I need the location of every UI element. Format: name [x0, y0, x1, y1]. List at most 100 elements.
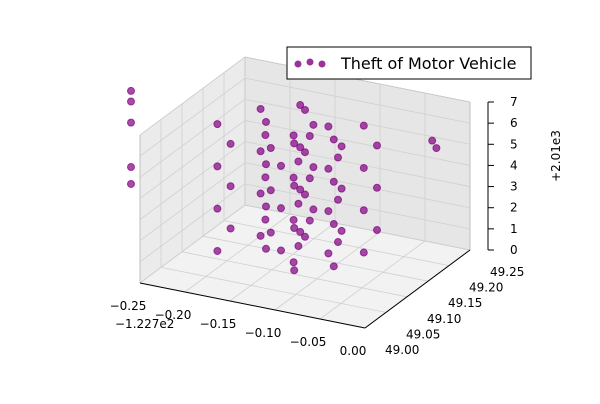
point	[324, 207, 333, 216]
point	[290, 181, 299, 190]
point	[337, 184, 346, 193]
point	[256, 147, 265, 156]
grid-line	[139, 120, 246, 199]
z-tick-label: 7	[510, 95, 518, 109]
point	[277, 246, 285, 255]
point	[256, 231, 265, 240]
y-tick-label: 49.15	[448, 296, 482, 310]
point	[309, 163, 318, 172]
point	[428, 136, 437, 145]
point	[334, 195, 342, 204]
point	[261, 173, 270, 182]
x-tick-label: −0.05	[290, 335, 327, 349]
point	[301, 105, 309, 114]
point	[305, 132, 314, 141]
point	[373, 141, 381, 150]
z-tick-label: 0	[510, 243, 518, 257]
legend-marker	[306, 58, 314, 66]
point	[294, 242, 303, 251]
point	[334, 153, 342, 162]
grid-line	[139, 77, 246, 157]
point	[359, 121, 368, 130]
axis-line	[139, 282, 366, 329]
legend-label: Theft of Motor Vehicle	[340, 54, 517, 73]
x-offset-label: −1.227e2	[115, 317, 174, 331]
point	[359, 206, 368, 215]
y-tick-label: 49.20	[469, 281, 503, 295]
point	[294, 157, 303, 166]
point	[266, 186, 275, 195]
point	[261, 131, 270, 140]
point	[213, 246, 222, 255]
point	[127, 86, 135, 95]
axis-line	[364, 249, 471, 329]
grid-line	[139, 56, 246, 136]
point	[289, 215, 298, 224]
point	[290, 266, 299, 275]
point	[289, 173, 298, 182]
grid-line	[202, 235, 429, 282]
point	[256, 104, 265, 113]
z-tick-label: 3	[510, 180, 518, 194]
point	[337, 142, 346, 151]
grid-line	[139, 204, 246, 284]
point	[305, 174, 314, 183]
point	[256, 189, 265, 198]
point	[301, 190, 309, 199]
point	[226, 224, 235, 233]
grid-line	[160, 267, 387, 313]
z-tick-label: 4	[510, 158, 518, 172]
point	[296, 227, 305, 236]
z-offset-label: +2.01e3	[549, 130, 563, 182]
point	[337, 226, 346, 235]
point	[329, 220, 338, 229]
grid-line	[184, 213, 291, 293]
grid-line	[181, 251, 408, 298]
point	[277, 161, 285, 170]
point	[324, 164, 333, 173]
point	[290, 139, 299, 148]
grid-line	[139, 162, 246, 242]
point	[296, 185, 305, 194]
grid-line	[139, 183, 246, 263]
point	[289, 258, 298, 267]
grid-line	[244, 120, 471, 166]
x-tick-label: −0.15	[200, 317, 237, 331]
point	[296, 143, 305, 152]
point	[324, 249, 333, 258]
grid-line	[319, 240, 426, 320]
grid-line	[244, 183, 471, 230]
point	[324, 122, 333, 131]
point	[226, 139, 235, 148]
z-tick-label: 1	[510, 222, 518, 236]
point	[432, 144, 441, 153]
x-tick-label: 0.00	[340, 344, 367, 358]
legend-marker	[318, 60, 326, 68]
legend-box	[286, 46, 532, 80]
point	[329, 177, 338, 186]
point	[305, 216, 314, 225]
point	[309, 120, 318, 129]
point	[127, 118, 135, 127]
point	[262, 117, 270, 126]
legend-marker	[294, 60, 302, 68]
point	[262, 160, 270, 169]
grid-line	[244, 141, 471, 187]
y-tick-label: 49.10	[427, 312, 461, 326]
point	[266, 228, 275, 237]
point	[329, 135, 338, 144]
z-tick-label: 5	[510, 137, 518, 151]
point	[373, 183, 381, 192]
grid-line	[229, 222, 336, 302]
grid-line	[244, 204, 471, 251]
point	[127, 97, 135, 106]
point	[226, 182, 235, 191]
point	[262, 244, 270, 253]
grid-line	[244, 162, 471, 209]
x-tick-label: −0.20	[155, 308, 192, 322]
point	[359, 163, 368, 172]
y-tick-label: 49.05	[406, 327, 440, 341]
point	[262, 202, 270, 211]
point	[127, 179, 135, 188]
